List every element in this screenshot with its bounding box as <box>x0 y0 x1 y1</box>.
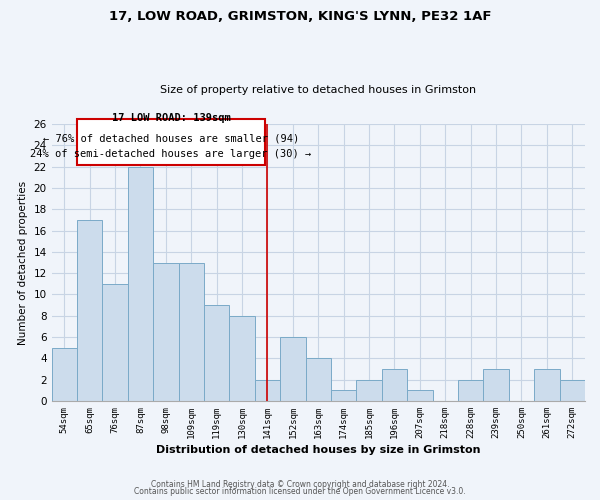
Bar <box>331 390 356 401</box>
Bar <box>179 262 204 401</box>
Bar <box>560 380 585 401</box>
Text: 17 LOW ROAD: 139sqm: 17 LOW ROAD: 139sqm <box>112 113 230 123</box>
Bar <box>103 284 128 401</box>
Bar <box>484 369 509 401</box>
X-axis label: Distribution of detached houses by size in Grimston: Distribution of detached houses by size … <box>156 445 481 455</box>
Bar <box>77 220 103 401</box>
Bar <box>305 358 331 401</box>
Bar <box>128 166 153 401</box>
Bar <box>255 380 280 401</box>
Text: ← 76% of detached houses are smaller (94): ← 76% of detached houses are smaller (94… <box>43 134 299 144</box>
Bar <box>52 348 77 401</box>
Bar <box>229 316 255 401</box>
Text: 24% of semi-detached houses are larger (30) →: 24% of semi-detached houses are larger (… <box>31 149 311 159</box>
Text: 17, LOW ROAD, GRIMSTON, KING'S LYNN, PE32 1AF: 17, LOW ROAD, GRIMSTON, KING'S LYNN, PE3… <box>109 10 491 23</box>
Bar <box>356 380 382 401</box>
Bar <box>407 390 433 401</box>
Title: Size of property relative to detached houses in Grimston: Size of property relative to detached ho… <box>160 86 476 96</box>
FancyBboxPatch shape <box>77 118 265 164</box>
Bar <box>382 369 407 401</box>
Bar <box>280 337 305 401</box>
Bar <box>534 369 560 401</box>
Text: Contains HM Land Registry data © Crown copyright and database right 2024.: Contains HM Land Registry data © Crown c… <box>151 480 449 489</box>
Bar <box>458 380 484 401</box>
Bar <box>204 305 229 401</box>
Text: Contains public sector information licensed under the Open Government Licence v3: Contains public sector information licen… <box>134 487 466 496</box>
Bar <box>153 262 179 401</box>
Y-axis label: Number of detached properties: Number of detached properties <box>18 180 28 344</box>
